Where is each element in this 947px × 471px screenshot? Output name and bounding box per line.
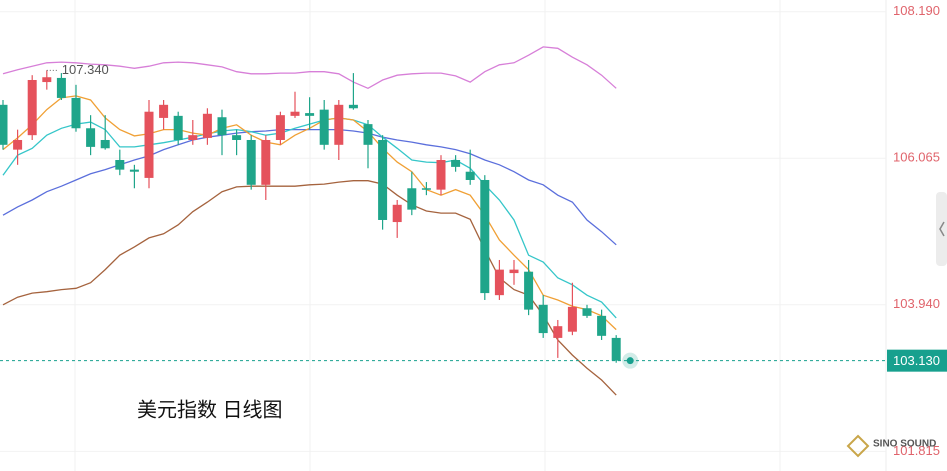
candle-body: [115, 159, 125, 170]
candle-body: [611, 337, 621, 361]
side-tab-icon[interactable]: [939, 221, 945, 237]
indicator-line: [2, 46, 617, 90]
candle-body: [567, 306, 577, 332]
candle-body: [144, 111, 154, 178]
candle-body: [392, 204, 402, 223]
last-price-dot: [626, 357, 634, 365]
candle-body: [480, 179, 490, 294]
candle-body: [363, 124, 373, 145]
candle-body: [202, 113, 212, 138]
candle-body: [407, 188, 417, 210]
y-tick-label: 106.065: [893, 150, 940, 165]
logo-text: SINO SOUND: [873, 439, 936, 450]
logo-icon: [846, 434, 870, 458]
candle-body: [13, 139, 23, 150]
candle-body: [538, 304, 548, 334]
candle-body: [524, 271, 534, 310]
candle-body: [305, 113, 315, 116]
y-tick-label: 108.190: [893, 3, 940, 18]
y-tick-label: 103.940: [893, 296, 940, 311]
candle-body: [173, 115, 183, 140]
candle-body: [27, 79, 37, 136]
candle-body: [86, 128, 96, 147]
candle-body: [290, 111, 300, 116]
candle-body: [129, 169, 139, 172]
candle-body: [217, 117, 227, 136]
candle-body: [42, 77, 52, 83]
candle-body: [188, 135, 198, 140]
indicator-line: [2, 180, 617, 396]
logo: SINO SOUND: [846, 434, 936, 458]
candle-body: [319, 109, 329, 145]
candle-body: [232, 135, 242, 140]
side-tab[interactable]: [936, 192, 947, 266]
candle-body: [275, 115, 285, 140]
candle-body: [597, 315, 607, 336]
candle-body: [436, 159, 446, 190]
candle-body: [246, 139, 256, 185]
last-price-box: [887, 349, 947, 372]
candle-body: [159, 104, 169, 118]
candle-body: [71, 97, 81, 129]
candle-body: [100, 139, 110, 149]
candle-body: [494, 269, 504, 296]
candle-body: [451, 159, 461, 167]
candle-body: [465, 171, 475, 180]
chart-title: 美元指数 日线图: [137, 398, 283, 421]
candle-body: [553, 326, 563, 338]
candle-body: [56, 77, 66, 98]
candle-body: [348, 104, 358, 109]
y-tick-label: 101.815: [893, 443, 940, 458]
candle-body: [421, 188, 431, 190]
high-label: 107.340: [62, 62, 109, 77]
candle-body: [378, 139, 388, 220]
last-price-label: 103.130: [893, 353, 940, 368]
candle-body: [582, 308, 592, 316]
candle-body: [334, 104, 344, 145]
candle-body: [0, 104, 8, 145]
candle-body: [509, 269, 519, 274]
candle-body: [261, 139, 271, 185]
